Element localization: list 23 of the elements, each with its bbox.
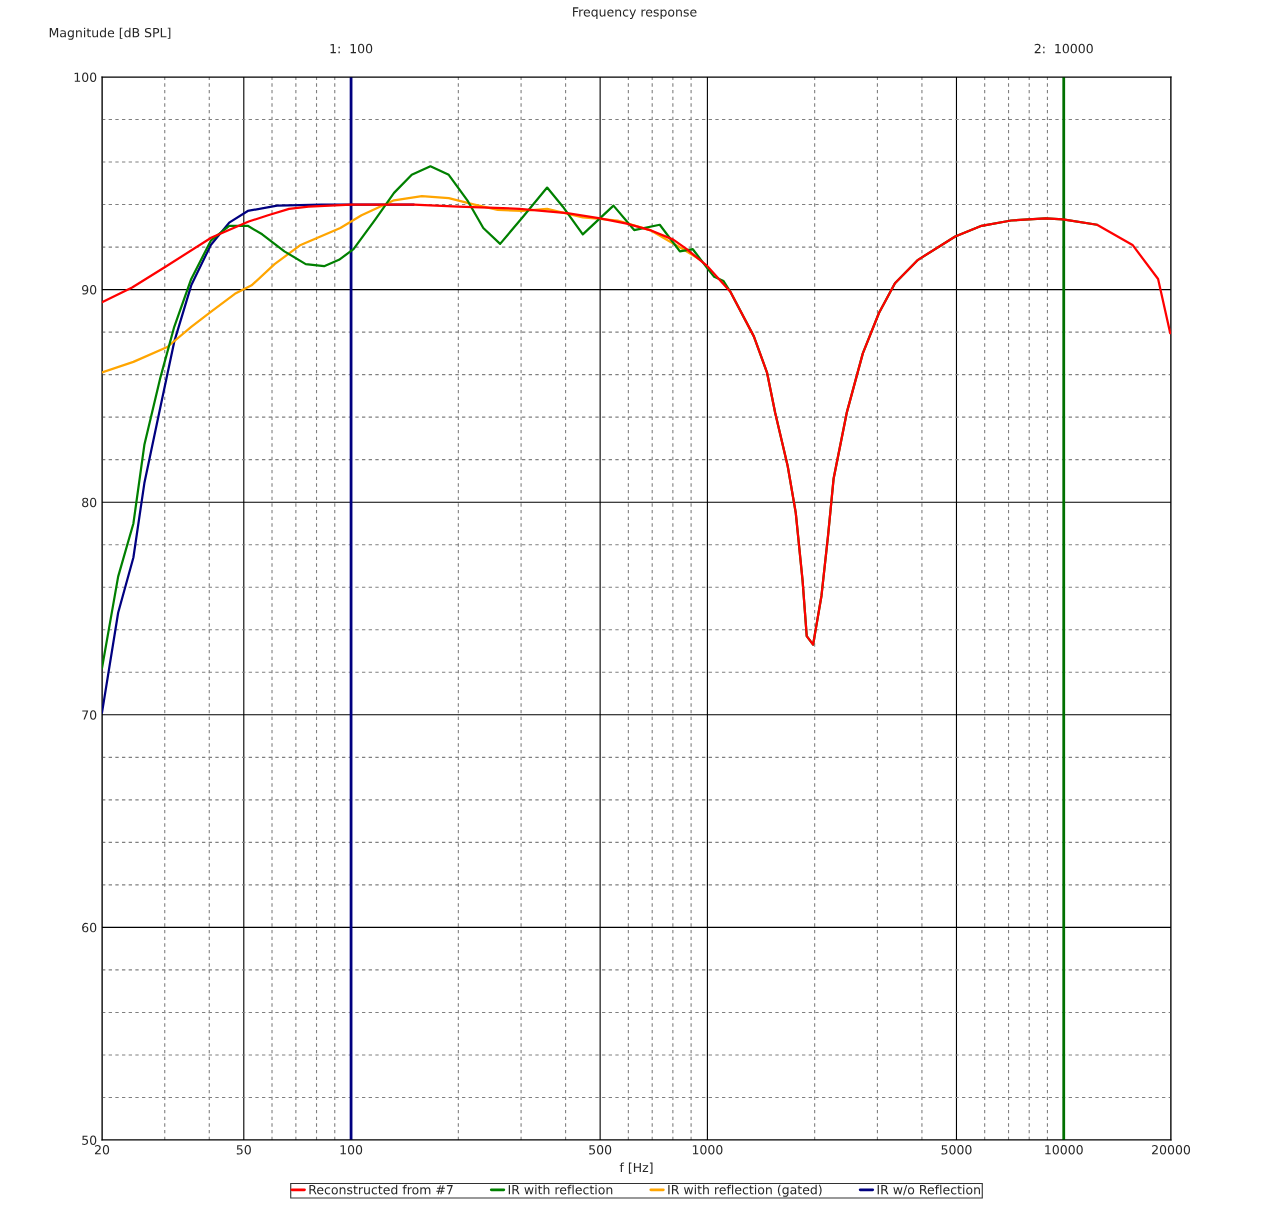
x-tick-label: 100 [340,1145,363,1155]
legend-label: Reconstructed from #7 [309,1184,453,1195]
chart-title: Frequency response [573,7,697,20]
x-tick-label: 20 [94,1145,110,1155]
x-axis-title: f [Hz] [619,1162,653,1174]
x-tick-label: 500 [589,1145,612,1155]
y-tick-label: 70 [82,710,97,720]
y-tick-label: 60 [82,922,97,933]
y-tick-label: 50 [82,1135,97,1145]
x-tick-label: 10000 [1045,1145,1083,1155]
x-tick-label: 20000 [1152,1145,1191,1155]
ref-line-label: 2: 10000 [1034,43,1093,54]
legend-label: IR w/o Reflection [877,1184,980,1196]
ref-line-label: 1: 100 [330,43,373,54]
x-tick-label: 50 [236,1145,251,1155]
y-axis-title: Magnitude [dB SPL] [49,27,171,40]
legend-label: IR with reflection [508,1184,613,1195]
y-tick-label: 90 [82,285,97,295]
x-tick-label: 5000 [941,1145,972,1155]
x-tick-label: 1000 [692,1145,723,1155]
y-tick-label: 80 [82,497,97,508]
legend-label: IR with reflection (gated) [668,1184,822,1197]
y-tick-label: 100 [74,72,97,82]
